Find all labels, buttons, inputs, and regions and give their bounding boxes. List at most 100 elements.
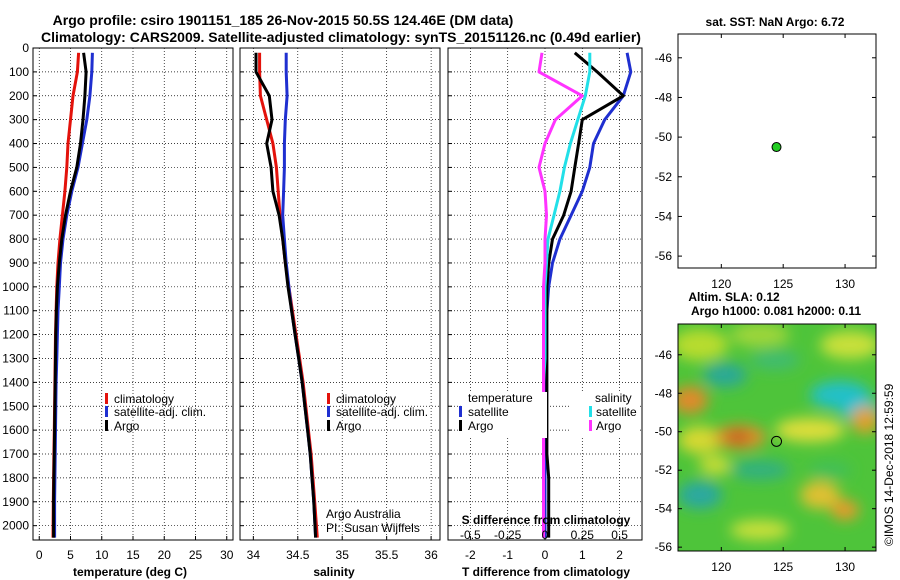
legend-argo-label: Argo [114,419,140,433]
depth-tick-label: 900 [9,256,29,270]
legend-argo-swatch [105,420,108,431]
difference-legend: temperature salinity satellite Argo sate… [459,391,640,438]
legend-t-satellite-label: satellite [468,405,509,419]
map-y-tick-label: -54 [655,209,673,223]
figure-title-line2: Climatology: CARS2009. Satellite-adjuste… [41,29,641,45]
depth-tick-label: 600 [9,184,29,198]
position-map-title: sat. SST: NaN Argo: 6.72 [706,15,845,29]
x-tick-label: -2 [465,548,476,562]
legend-climatology-swatch [105,393,108,404]
map-y-tick-label: -54 [655,502,673,516]
s-tick-label: -0.25 [494,528,522,542]
depth-tick-label: 100 [9,65,29,79]
s-difference-title: S difference from climatology [462,513,631,527]
series-argo [254,52,318,538]
depth-tick-label: 1600 [2,423,29,437]
depth-axis: 0 100 200 300 400 500 600 700 800 900 1000 1100 1200… [2,41,29,533]
map-y-tick-label: -56 [655,540,673,554]
map-y-tick-label: -50 [655,130,673,144]
x-tick-label: 2 [616,548,623,562]
s-tick-label: 0 [542,528,549,542]
x-tick-label: 35.5 [375,548,399,562]
x-tick-label: 30 [220,548,234,562]
x-tick-label: 20 [158,548,172,562]
map-y-tick-label: -46 [655,51,673,65]
depth-tick-label: 1400 [2,375,29,389]
legend-s-satellite-swatch [589,406,592,417]
x-tick-label: 5 [67,548,74,562]
depth-tick-label: 200 [9,89,29,103]
legend-satellite-label: satellite-adj. clim. [336,405,428,419]
argo-position-marker [771,142,782,153]
sla-heatmap [678,324,876,551]
salinity-panel: 34 34.5 35 35.5 36 climatology satellite-adj… [239,47,441,579]
salinity-xlabel: salinity [313,565,355,579]
figure-title-line1: Argo profile: csiro 1901151_185 26-Nov-2… [53,12,514,28]
depth-tick-label: 2000 [2,519,29,533]
temperature-panel: 0 5 10 15 20 25 30 climatology satellite-adj. … [32,47,234,579]
map-y-tick-label: -48 [655,90,673,104]
depth-tick-label: 1900 [2,495,29,509]
legend-argo-swatch [327,420,330,431]
legend-s-argo-swatch [589,420,592,431]
temperature-xlabel: temperature (deg C) [73,565,187,579]
x-tick-label: 0 [36,548,43,562]
t-difference-xlabel: T difference from climatology [462,565,630,579]
x-tick-label: 25 [189,548,203,562]
depth-tick-label: 1200 [2,328,29,342]
series-temperature-argo [545,51,625,538]
map-y-tick-label: -46 [655,348,673,362]
depth-tick-label: 1300 [2,351,29,365]
s-tick-label: -0.5 [460,528,481,542]
x-tick-label: 36 [424,548,438,562]
depth-tick-label: 400 [9,137,29,151]
map-y-tick-label: -52 [655,463,673,477]
sla-map-title1: Altim. SLA: 0.12 [688,290,780,304]
legend-temperature-title: temperature [468,391,533,405]
x-tick-label: 35 [336,548,350,562]
imos-watermark: ©IMOS 14-Dec-2018 12:59:59 [882,383,896,546]
series-argo [52,52,88,538]
map-x-tick-label: 125 [773,560,793,574]
argo-position-ring [771,435,783,447]
s-tick-label: 0.25 [571,528,595,542]
temperature-legend: climatology satellite-adj. clim. Argo [105,392,206,433]
map-x-tick-label: 130 [835,560,855,574]
depth-tick-label: 300 [9,113,29,127]
x-tick-label: 10 [95,548,109,562]
legend-satellite-swatch [327,406,330,417]
legend-t-satellite-swatch [459,406,462,417]
legend-climatology-label: climatology [336,392,396,406]
legend-satellite-swatch [105,406,108,417]
legend-t-argo-label: Argo [468,419,494,433]
x-tick-label: 1 [579,548,586,562]
salinity-legend: climatology satellite-adj. clim. Argo [327,392,428,433]
depth-tick-label: 1700 [2,447,29,461]
s-tick-label: 0.5 [611,528,628,542]
x-tick-label: 34.5 [286,548,310,562]
map-x-tick-label: 125 [773,277,793,291]
legend-salinity-title: salinity [595,391,632,405]
map-y-tick-label: -52 [655,170,673,184]
x-tick-label: 34 [247,548,261,562]
legend-argo-label: Argo [336,419,362,433]
legend-s-satellite-label: satellite [596,405,637,419]
depth-tick-label: 1100 [3,304,29,318]
legend-bg-temperature [462,392,547,438]
map-y-tick-label: -56 [655,249,673,263]
map-y-tick-label: -48 [655,386,673,400]
sla-map-title2: Argo h1000: 0.081 h2000: 0.11 [691,304,861,318]
legend-bg-salinity [570,392,640,438]
map-x-tick-label: 120 [711,277,731,291]
depth-tick-label: 800 [9,232,29,246]
difference-panel: -2 -1 0 1 2 -0.5 -0.25 0 0.25 0.5 temperature sa… [447,47,643,579]
credit-argo-australia: Argo Australia [326,507,401,521]
map-x-tick-label: 120 [711,560,731,574]
depth-tick-label: 700 [9,208,29,222]
legend-climatology-label: climatology [114,392,174,406]
x-tick-label: 0 [542,548,549,562]
map-y-tick-label: -50 [655,425,673,439]
x-tick-label: -1 [502,548,513,562]
legend-satellite-label: satellite-adj. clim. [114,405,206,419]
